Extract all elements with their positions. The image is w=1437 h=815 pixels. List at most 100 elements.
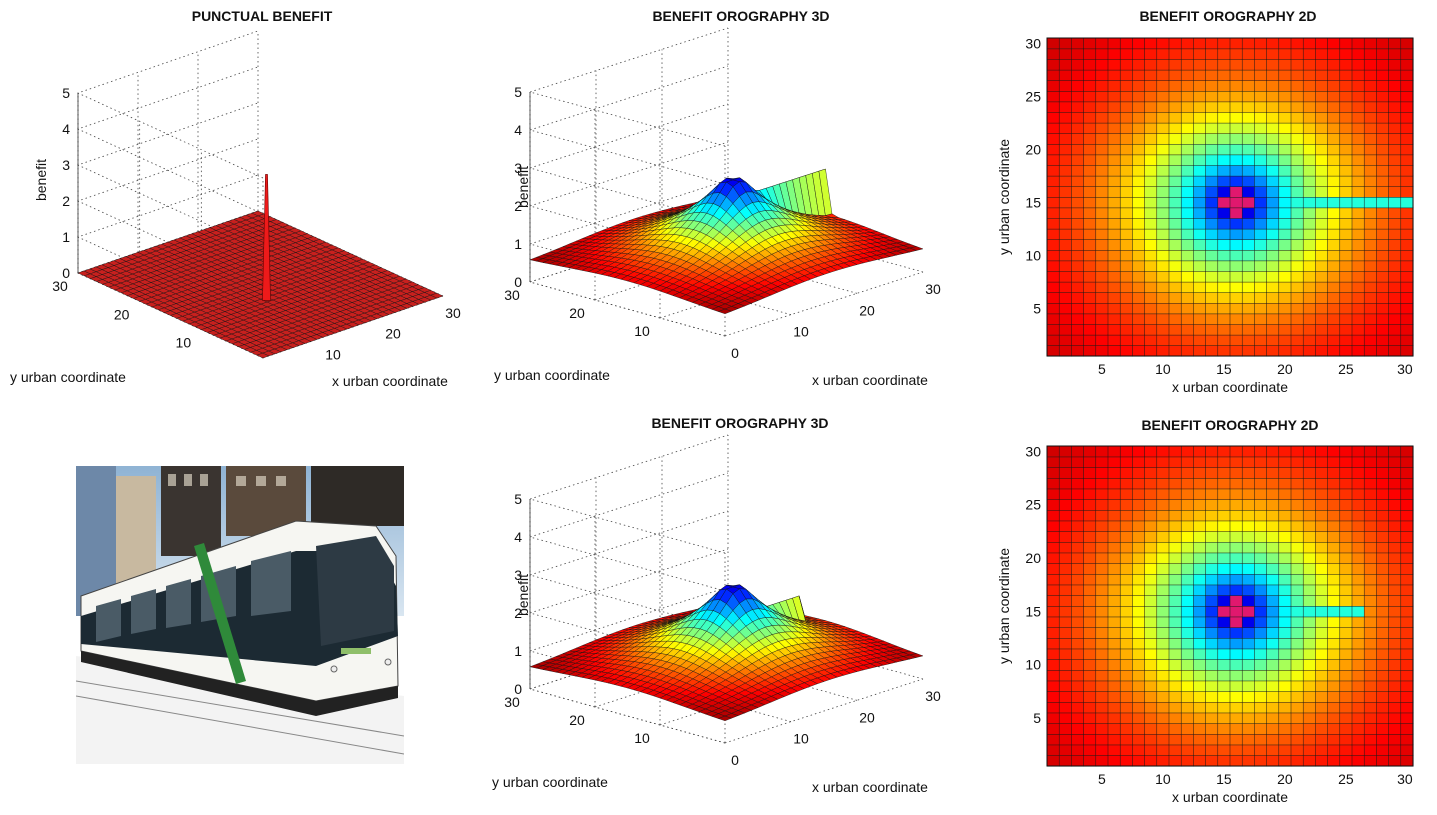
oro2d-bottom-cell [1266,616,1280,628]
oro2d-bottom-cell [1095,499,1109,511]
oro2d-bottom-cell [1168,509,1182,522]
oro2d-bottom-cell [1278,755,1292,767]
oro2d-bottom-cell [1302,744,1316,756]
oro2d-bottom-cell [1132,669,1146,682]
oro2d-bottom-cell [1376,712,1390,724]
oro2d-bottom-xtick-label: 10 [1155,771,1171,787]
oro2d-bottom-cell [1168,499,1182,511]
oro2d-bottom-cell [1229,595,1243,607]
oro2d-bottom-cell [1400,648,1414,660]
oro2d-bottom-cell [1217,605,1231,618]
oro2d-bottom-cell [1302,627,1316,639]
oro2d-bottom-cell [1046,499,1060,511]
oro2d-bottom-cell [1168,531,1182,543]
oro2d-bottom-cell [1083,563,1097,575]
oro2d-bottom-cell [1254,605,1268,618]
oro2d-bottom-cell [1193,595,1207,607]
oro2d-bottom-cell [1278,456,1292,468]
oro2d-bottom-cell [1388,520,1402,532]
oro2d-bottom-cell [1132,509,1146,522]
oro2d-bottom-cell [1107,477,1121,490]
oro2d-bottom-cell [1363,627,1377,639]
oro2d-bottom-cell [1144,712,1158,724]
oro2d-bottom-cell [1071,616,1085,628]
oro2d-bottom-cell [1217,563,1231,575]
oro2d-top-xtick-label: 10 [1155,361,1171,377]
oro2d-bottom-cell [1071,531,1085,543]
oro2d-bottom-cell [1180,691,1194,703]
oro2d-bottom-cell [1376,701,1390,714]
oro2d-bottom-cell [1388,680,1402,692]
oro2d-bottom-cell [1071,755,1085,767]
oro2d-bottom-cell [1388,712,1402,724]
oro2d-bottom-cell [1363,477,1377,490]
oro2d-bottom-cell [1058,445,1072,458]
oro2d-top-xtick-label: 15 [1216,361,1232,377]
oro2d-bottom-cell [1083,595,1097,607]
oro2d-bottom-cell [1376,552,1390,564]
oro3d-top-ztick-label: 1 [514,236,522,252]
oro2d-bottom-cell [1327,637,1341,650]
oro2d-bottom-cell [1046,520,1060,532]
oro2d-bottom-cell [1180,541,1194,554]
oro2d-bottom-cell [1144,456,1158,468]
oro2d-bottom-cell [1229,499,1243,511]
punctual-spike [262,174,271,301]
oro2d-bottom-cell [1266,744,1280,756]
oro2d-bottom-cell [1071,701,1085,714]
oro2d-bottom-cell [1156,669,1170,682]
oro3d-top-ztick-label: 2 [514,198,522,214]
oro2d-bottom-cell [1071,627,1085,639]
oro2d-bottom-cell [1400,723,1414,735]
oro3d-bottom-ztick-label: 3 [514,567,522,583]
oro2d-bottom-cell [1302,520,1316,532]
oro2d-bottom-cell [1339,691,1353,703]
oro2d-bottom-cell [1083,531,1097,543]
oro2d-bottom-cell [1315,520,1329,532]
oro2d-bottom-cell [1351,712,1365,724]
oro2d-bottom-cell [1217,637,1231,650]
oro2d-bottom-cell [1254,723,1268,735]
oro2d-bottom-cell [1180,648,1194,660]
oro2d-bottom-cell [1071,552,1085,564]
oro2d-bottom-cell [1376,573,1390,586]
oro2d-bottom-cell [1376,723,1390,735]
oro2d-bottom-cell [1095,488,1109,500]
oro2d-bottom-cell [1193,605,1207,618]
oro2d-bottom-cell [1156,456,1170,468]
oro2d-bottom-cell [1400,691,1414,703]
oro2d-bottom-cell [1132,531,1146,543]
oro2d-bottom-cell [1058,467,1072,479]
oro2d-bottom-cell [1363,605,1377,618]
oro2d-bottom-cell [1266,659,1280,671]
oro2d-bottom-cell [1315,733,1329,746]
oro2d-bottom-cell [1351,531,1365,543]
oro2d-bottom-cell [1144,723,1158,735]
oro2d-bottom-cell [1058,477,1072,490]
oro2d-bottom-cell [1144,595,1158,607]
oro2d-bottom-cell [1290,531,1304,543]
oro2d-bottom-cell [1144,573,1158,586]
oro2d-bottom-cell [1217,456,1231,468]
oro2d-bottom-cell [1058,573,1072,586]
oro3d-bottom-zgrid-line [528,434,729,554]
punctual-ztick-label: 2 [62,193,70,209]
oro3d-top-ztick-label: 0 [514,274,522,290]
oro2d-bottom-cell [1132,659,1146,671]
oro2d-bottom-cell [1339,541,1353,554]
oro2d-bottom-cell [1144,616,1158,628]
oro2d-bottom-cell [1071,712,1085,724]
oro2d-bottom-cell [1241,669,1255,682]
oro3d-top-xtick-label: 20 [859,302,875,318]
oro2d-bottom-xlabel: x urban coordinate [1172,789,1288,805]
oro2d-bottom-cell [1046,723,1060,735]
oro2d-bottom-cell [1144,669,1158,682]
oro2d-bottom-cell [1376,445,1390,458]
oro2d-bottom-cell [1327,744,1341,756]
oro2d-bottom-cell [1071,648,1085,660]
oro2d-bottom-cell [1046,659,1060,671]
oro2d-bottom-cell [1241,488,1255,500]
oro2d-bottom-cell [1302,680,1316,692]
oro2d-bottom-cell [1388,456,1402,468]
oro2d-bottom-cell [1351,520,1365,532]
